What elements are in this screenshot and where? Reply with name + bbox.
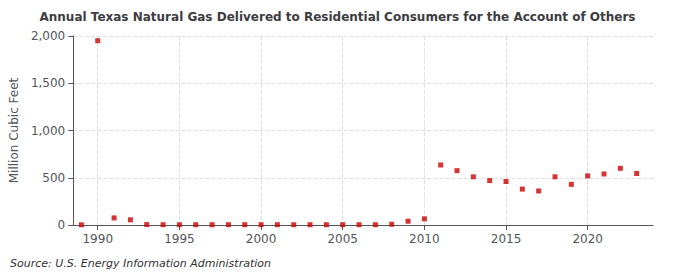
- svg-text:2015: 2015: [491, 232, 522, 246]
- svg-text:1990: 1990: [82, 232, 113, 246]
- svg-text:1995: 1995: [164, 232, 195, 246]
- svg-text:1,500: 1,500: [31, 76, 65, 90]
- svg-text:Annual Texas Natural Gas Deliv: Annual Texas Natural Gas Delivered to Re…: [40, 10, 636, 24]
- svg-text:2,000: 2,000: [31, 29, 65, 43]
- svg-text:500: 500: [42, 171, 65, 185]
- svg-text:2010: 2010: [409, 232, 440, 246]
- svg-text:Source: U.S. Energy Informatio: Source: U.S. Energy Information Administ…: [10, 257, 271, 270]
- svg-text:2020: 2020: [572, 232, 603, 246]
- svg-text:2005: 2005: [327, 232, 358, 246]
- svg-text:0: 0: [58, 218, 66, 232]
- svg-text:2000: 2000: [246, 232, 277, 246]
- svg-text:Million Cubic Feet: Million Cubic Feet: [7, 77, 21, 183]
- svg-text:1,000: 1,000: [31, 124, 65, 138]
